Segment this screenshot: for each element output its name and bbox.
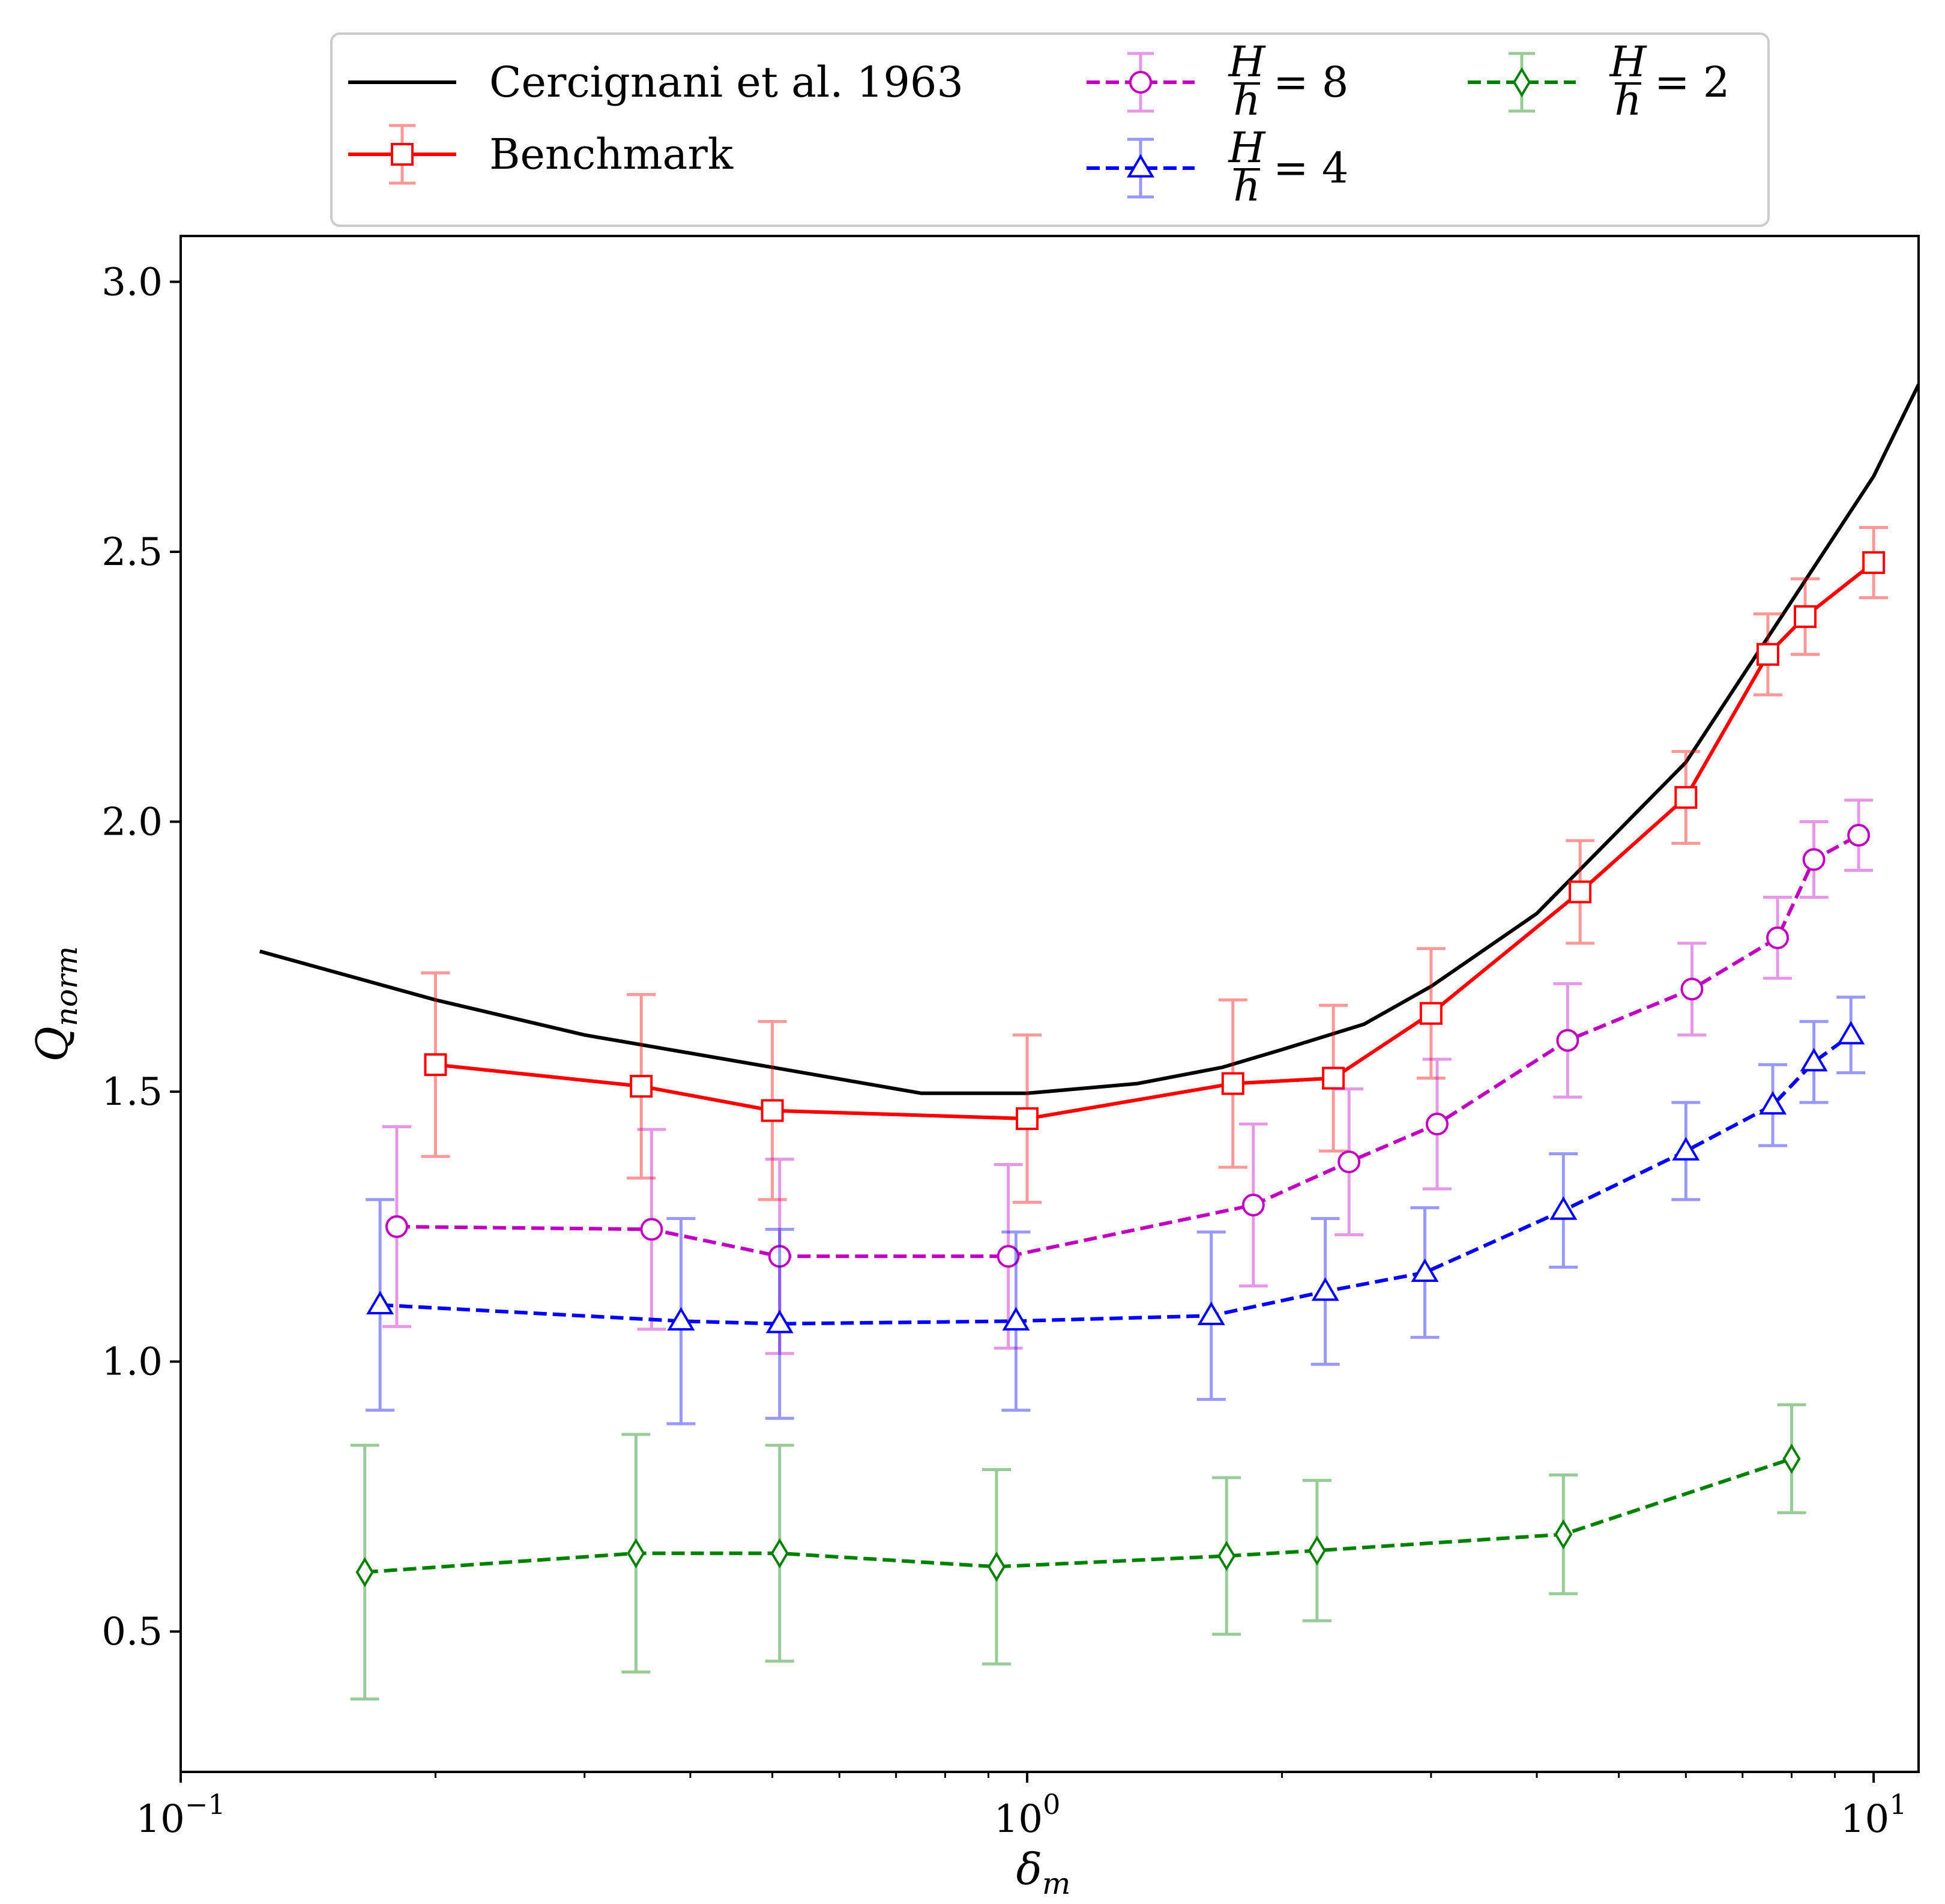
- legend-label: Hh = 2: [1608, 37, 1729, 125]
- series-line-h-h-8: [396, 833, 1860, 1259]
- data-point-h-h-8: [640, 1218, 663, 1241]
- x-tick-label: 100: [994, 1788, 1061, 1842]
- y-tick-label: 1.0: [101, 1340, 163, 1385]
- data-point-h-h-4: [366, 1290, 394, 1314]
- series-line-h-h-2: [364, 1457, 1793, 1574]
- series-line-h-h-4: [379, 1033, 1853, 1326]
- x-axis-title: δm: [1016, 1844, 1071, 1901]
- data-point-h-h-4: [1197, 1301, 1225, 1325]
- legend-entry-benchmark: Benchmark: [348, 124, 734, 185]
- data-point-h-h-8: [1766, 926, 1790, 949]
- tick-labels: 0.5 1.0 1.5 2.0 2.5 3.0 10−1 100 101: [101, 260, 1907, 1842]
- data-point-benchmark: [1419, 1002, 1443, 1025]
- legend-marker: [391, 143, 414, 166]
- data-point-benchmark: [630, 1075, 653, 1098]
- plot-area: [259, 383, 1919, 1701]
- legend-entry-h-h-8: Hh = 8: [1087, 37, 1348, 125]
- legend-equation-rhs: = 4: [1273, 144, 1348, 193]
- data-point-h-h-2: [1554, 1519, 1573, 1550]
- data-point-benchmark: [1674, 786, 1698, 809]
- legend-entry-cercignani-et-al-1963: Cercignani et al. 1963: [348, 58, 963, 107]
- data-point-h-h-8: [1425, 1113, 1449, 1136]
- data-point-h-h-8: [1680, 978, 1704, 1001]
- legend-label: Hh = 4: [1227, 123, 1348, 211]
- data-point-h-h-8: [1337, 1150, 1361, 1173]
- data-point-h-h-8: [385, 1215, 408, 1238]
- legend-entry-h-h-2: Hh = 2: [1468, 37, 1729, 125]
- legend-marker: [1129, 71, 1152, 94]
- data-point-h-h-4: [1411, 1258, 1439, 1282]
- data-point-h-h-4: [1759, 1091, 1787, 1115]
- x-tick-label: 101: [1841, 1788, 1907, 1842]
- y-tick-label: 2.5: [101, 530, 163, 575]
- y-axis-title: Qnorm: [27, 946, 84, 1062]
- data-point-benchmark: [1756, 642, 1779, 666]
- data-point-h-h-4: [1002, 1307, 1030, 1331]
- data-point-h-h-2: [1217, 1541, 1236, 1571]
- y-tick-label: 0.5: [101, 1610, 163, 1654]
- data-point-benchmark: [1221, 1072, 1244, 1095]
- legend-marker: [1512, 67, 1531, 98]
- data-point-h-h-4: [1800, 1048, 1828, 1072]
- legend-fraction-denominator: h: [1233, 162, 1260, 211]
- legend-fraction-numerator: H: [1227, 123, 1266, 172]
- data-point-benchmark: [1322, 1066, 1345, 1090]
- legend-fraction-numerator: H: [1227, 37, 1266, 86]
- legend-frame: [330, 32, 1770, 227]
- data-point-h-h-2: [627, 1538, 645, 1568]
- data-point-h-h-8: [1241, 1193, 1265, 1216]
- legend-equation-rhs: = 8: [1273, 58, 1348, 107]
- legend-fraction-denominator: h: [1614, 76, 1641, 125]
- series-line-cercignani-et-al-1963: [259, 383, 1919, 1095]
- data-point-h-h-4: [1311, 1277, 1339, 1301]
- data-point-h-h-8: [1847, 824, 1871, 847]
- series-group: [259, 383, 1919, 1701]
- data-point-h-h-8: [768, 1245, 791, 1268]
- data-point-benchmark: [1569, 880, 1592, 904]
- y-tick-label: 2.0: [101, 800, 163, 845]
- data-point-benchmark: [1862, 551, 1886, 574]
- legend-equation-rhs: = 2: [1654, 58, 1729, 107]
- data-point-h-h-8: [997, 1245, 1020, 1268]
- data-point-h-h-2: [770, 1538, 789, 1568]
- legend-label: Cercignani et al. 1963: [489, 58, 963, 107]
- data-point-h-h-2: [1782, 1443, 1801, 1474]
- data-point-h-h-4: [1672, 1137, 1700, 1161]
- data-point-h-h-2: [355, 1557, 374, 1588]
- data-point-h-h-2: [987, 1552, 1006, 1582]
- legend-entry-h-h-4: Hh = 4: [1087, 123, 1348, 211]
- legend-label: Hh = 8: [1227, 37, 1348, 125]
- data-point-h-h-8: [1802, 848, 1826, 871]
- y-tick-label: 3.0: [101, 260, 163, 304]
- data-point-h-h-2: [1307, 1535, 1327, 1566]
- legend-fraction-denominator: h: [1233, 76, 1260, 125]
- data-point-h-h-4: [1549, 1196, 1578, 1220]
- data-point-h-h-4: [1837, 1021, 1865, 1045]
- data-point-benchmark: [1016, 1107, 1039, 1131]
- legend-fraction-numerator: H: [1608, 37, 1647, 86]
- legend-label: Benchmark: [489, 130, 734, 179]
- data-point-h-h-4: [667, 1307, 695, 1331]
- y-tick-label: 1.5: [101, 1070, 163, 1114]
- data-point-h-h-4: [765, 1310, 794, 1334]
- data-point-h-h-8: [1556, 1029, 1579, 1052]
- legend-marker: [1126, 154, 1155, 178]
- x-tick-label: 10−1: [136, 1788, 225, 1842]
- plot-frame: [179, 235, 1920, 1773]
- data-point-benchmark: [761, 1099, 784, 1122]
- data-point-benchmark: [1794, 605, 1817, 628]
- data-point-benchmark: [424, 1053, 447, 1077]
